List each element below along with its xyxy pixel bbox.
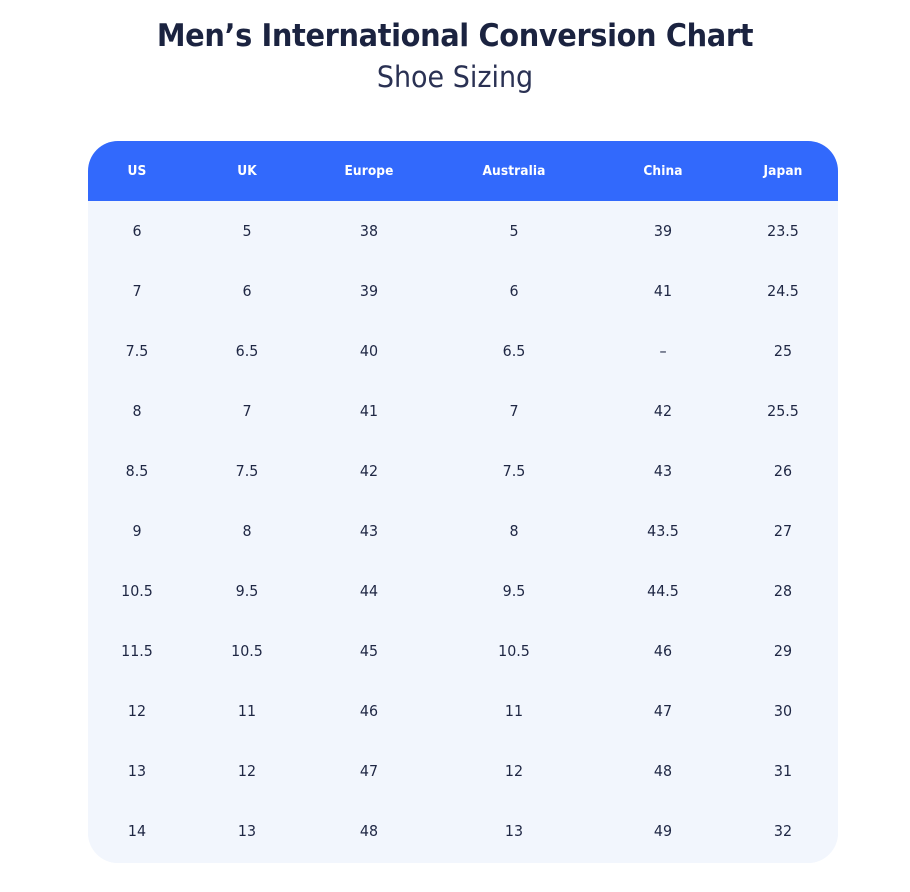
cell-australia: 11: [504, 702, 524, 720]
cell-europe: 39: [359, 282, 379, 300]
cell-japan: 24.5: [767, 282, 799, 300]
cell-us: 6: [132, 222, 142, 240]
cell-australia: 10.5: [498, 642, 530, 660]
cell-australia: 6: [509, 282, 519, 300]
table-row: 10.5 9.5 44 9.5 44.5 28: [88, 561, 838, 621]
cell-australia: 9.5: [502, 582, 526, 600]
cell-europe: 41: [359, 402, 379, 420]
cell-australia: 12: [504, 762, 524, 780]
cell-uk: 7: [242, 402, 252, 420]
cell-japan: 25: [773, 342, 793, 360]
table-row: 8 7 41 7 42 25.5: [88, 381, 838, 441]
cell-uk: 10.5: [231, 642, 263, 660]
cell-europe: 38: [359, 222, 379, 240]
cell-china: 49: [653, 822, 673, 840]
cell-us: 12: [127, 702, 147, 720]
table-row: 11.5 10.5 45 10.5 46 29: [88, 621, 838, 681]
cell-australia: 8: [509, 522, 519, 540]
cell-japan: 30: [773, 702, 793, 720]
table-row: 6 5 38 5 39 23.5: [88, 201, 838, 261]
cell-china: 42: [653, 402, 673, 420]
column-header-europe: Europe: [344, 163, 394, 179]
table-body: 6 5 38 5 39 23.5 7 6 39 6 41 24.5 7.5: [88, 201, 838, 863]
cell-japan: 29: [773, 642, 793, 660]
column-header-uk: UK: [237, 163, 257, 179]
cell-china: 48: [653, 762, 673, 780]
cell-japan: 32: [773, 822, 793, 840]
cell-us: 14: [127, 822, 147, 840]
cell-australia: 7.5: [502, 462, 526, 480]
cell-japan: 23.5: [767, 222, 799, 240]
cell-japan: 26: [773, 462, 793, 480]
cell-uk: 6.5: [235, 342, 259, 360]
cell-europe: 43: [359, 522, 379, 540]
cell-china: 43.5: [647, 522, 679, 540]
cell-australia: 6.5: [502, 342, 526, 360]
cell-uk: 9.5: [235, 582, 259, 600]
cell-uk: 11: [237, 702, 257, 720]
conversion-table-card: US UK Europe Australia China Japan 6 5 3…: [88, 141, 838, 863]
column-header-us: US: [127, 163, 147, 179]
cell-europe: 48: [359, 822, 379, 840]
cell-us: 7: [132, 282, 142, 300]
cell-australia: 13: [504, 822, 524, 840]
table-row: 8.5 7.5 42 7.5 43 26: [88, 441, 838, 501]
page-title: Men’s International Conversion Chart: [156, 18, 754, 54]
cell-japan: 28: [773, 582, 793, 600]
cell-china: 43: [653, 462, 673, 480]
column-header-japan: Japan: [763, 163, 803, 179]
cell-europe: 47: [359, 762, 379, 780]
cell-europe: 40: [359, 342, 379, 360]
page-subtitle: Shoe Sizing: [376, 59, 534, 94]
cell-china: 44.5: [647, 582, 679, 600]
cell-uk: 5: [242, 222, 252, 240]
cell-europe: 46: [359, 702, 379, 720]
cell-uk: 7.5: [235, 462, 259, 480]
cell-japan: 25.5: [767, 402, 799, 420]
cell-us: 8.5: [125, 462, 149, 480]
cell-china: 41: [653, 282, 673, 300]
table-row: 14 13 48 13 49 32: [88, 801, 838, 863]
cell-us: 7.5: [125, 342, 149, 360]
cell-us: 10.5: [121, 582, 153, 600]
conversion-table: US UK Europe Australia China Japan 6 5 3…: [88, 141, 838, 863]
column-header-china: China: [643, 163, 683, 179]
cell-europe: 45: [359, 642, 379, 660]
table-header: US UK Europe Australia China Japan: [88, 141, 838, 201]
cell-china: –: [659, 342, 667, 360]
cell-uk: 13: [237, 822, 257, 840]
cell-europe: 42: [359, 462, 379, 480]
table-header-row: US UK Europe Australia China Japan: [88, 141, 838, 201]
table-row: 7.5 6.5 40 6.5 – 25: [88, 321, 838, 381]
table-row: 9 8 43 8 43.5 27: [88, 501, 838, 561]
cell-japan: 31: [773, 762, 793, 780]
cell-europe: 44: [359, 582, 379, 600]
cell-us: 11.5: [121, 642, 153, 660]
cell-us: 8: [132, 402, 142, 420]
cell-uk: 6: [242, 282, 252, 300]
cell-australia: 5: [509, 222, 519, 240]
table-row: 7 6 39 6 41 24.5: [88, 261, 838, 321]
column-header-australia: Australia: [482, 163, 546, 179]
cell-japan: 27: [773, 522, 793, 540]
cell-uk: 12: [237, 762, 257, 780]
cell-uk: 8: [242, 522, 252, 540]
cell-us: 9: [132, 522, 142, 540]
table-row: 12 11 46 11 47 30: [88, 681, 838, 741]
table-row: 13 12 47 12 48 31: [88, 741, 838, 801]
heading-block: Men’s International Conversion Chart Sho…: [0, 0, 910, 95]
cell-china: 47: [653, 702, 673, 720]
cell-china: 46: [653, 642, 673, 660]
cell-us: 13: [127, 762, 147, 780]
cell-australia: 7: [509, 402, 519, 420]
cell-china: 39: [653, 222, 673, 240]
